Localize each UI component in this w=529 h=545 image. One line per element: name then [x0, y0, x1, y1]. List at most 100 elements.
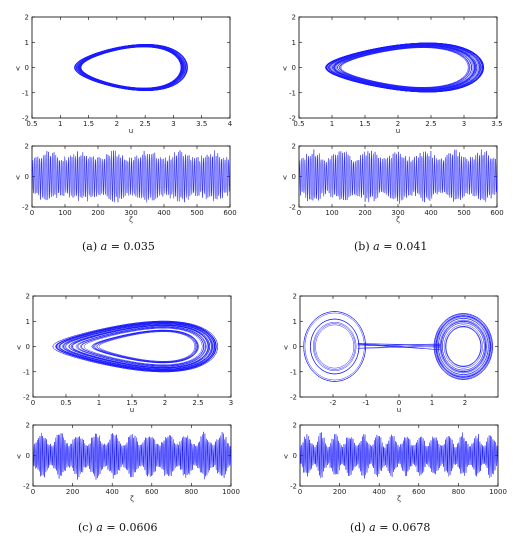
y-tick-label-1-phase: 0: [292, 64, 296, 72]
x-axis-label-0-series: ζ: [129, 216, 133, 224]
x-tick-label-2-phase: 1.5: [126, 399, 137, 407]
y-tick-label-1-series: -2: [289, 204, 296, 212]
x-tick-label-2-series: 800: [185, 488, 198, 496]
y-axis-label-3-phase: v: [284, 344, 288, 352]
caption-a: (a) a = 0.035: [82, 240, 155, 253]
x-tick-label-3-series: 800: [452, 488, 465, 496]
x-tick-label-0-series: 300: [124, 209, 137, 217]
y-tick-label-3-series: 0: [293, 452, 297, 460]
y-tick-label-2-phase: 1: [26, 318, 30, 326]
x-tick-label-0-phase: 2.5: [140, 120, 151, 128]
x-tick-label-1-phase: 3: [462, 120, 466, 128]
x-tick-label-1-series: 600: [490, 209, 503, 217]
phase-trajectory-b: [325, 42, 485, 93]
x-axis-label-0-phase: u: [129, 127, 133, 135]
x-axis-label-2-series: ζ: [130, 495, 134, 503]
x-axis-label-3-series: ζ: [397, 495, 401, 503]
x-tick-label-0-phase: 3.5: [196, 120, 207, 128]
y-tick-label-1-phase: -1: [289, 89, 296, 97]
x-axis-label-1-phase: u: [396, 127, 400, 135]
x-tick-label-2-series: 400: [106, 488, 119, 496]
x-tick-label-3-series: 400: [373, 488, 386, 496]
x-tick-label-1-series: 500: [457, 209, 470, 217]
y-axis-label-0-phase: v: [16, 65, 20, 73]
time-series-trace-c: [33, 431, 231, 480]
x-tick-label-1-phase: 2: [396, 120, 400, 128]
x-tick-label-2-phase: 2.5: [192, 399, 203, 407]
phase-portrait-a: 0.5 1 1.5 2 2.5 3 3.5 4 2 1 0 -1 -2 u v: [16, 14, 233, 136]
y-axis-label-0-series: v: [16, 174, 20, 182]
y-tick-label-0-series: -2: [22, 204, 29, 212]
x-tick-label-3-phase: -2: [330, 399, 337, 407]
x-axis-label-2-phase: u: [130, 406, 134, 414]
phase-portrait-d: -2 -1 0 1 2 2 1 0 -1 -2 u v: [284, 293, 499, 414]
x-axis-label-1-series: ζ: [396, 216, 400, 224]
time-series-trace-d: [300, 432, 498, 479]
phase-portrait-b: 0.5 1 1.5 2 2.5 3 3.5 2 1 0 -1 -2 u v: [283, 14, 503, 136]
y-tick-label-0-phase: -1: [22, 89, 29, 97]
x-tick-label-0-phase: 1: [58, 120, 62, 128]
x-tick-label-3-series: 0: [298, 488, 302, 496]
x-tick-label-1-series: 200: [358, 209, 371, 217]
y-axis-label-3-series: v: [284, 453, 288, 461]
phase-trajectory-d: [303, 311, 494, 382]
y-tick-label-3-series: -2: [290, 483, 297, 491]
x-tick-label-1-series: 400: [424, 209, 437, 217]
time-series-trace-b: [299, 149, 497, 204]
x-tick-label-0-phase: 3: [171, 120, 175, 128]
y-axis-label-1-series: v: [283, 174, 287, 182]
x-tick-label-3-series: 1000: [489, 488, 507, 496]
y-tick-label-1-phase: 1: [292, 39, 296, 47]
x-tick-label-3-phase: 1: [430, 399, 434, 407]
y-tick-label-3-phase: -1: [290, 368, 297, 376]
y-tick-label-3-phase: 1: [293, 318, 297, 326]
x-tick-label-0-phase: 1.5: [83, 120, 94, 128]
y-tick-label-2-phase: -2: [23, 394, 30, 402]
x-tick-label-1-phase: 1: [330, 120, 334, 128]
x-tick-label-2-phase: 2: [163, 399, 167, 407]
x-tick-label-0-series: 200: [91, 209, 104, 217]
y-axis-label-2-phase: v: [17, 344, 21, 352]
y-tick-label-2-phase: 2: [26, 293, 30, 301]
y-tick-label-3-phase: 2: [293, 293, 297, 301]
x-tick-label-0-phase: 0.5: [26, 120, 37, 128]
phase-trajectory-a: [74, 44, 188, 91]
y-tick-label-2-series: 0: [26, 452, 30, 460]
y-tick-label-3-phase: -2: [290, 394, 297, 402]
x-tick-label-1-series: 100: [325, 209, 338, 217]
x-tick-label-0-series: 500: [190, 209, 203, 217]
x-tick-label-1-phase: 2.5: [425, 120, 436, 128]
x-tick-label-2-series: 200: [66, 488, 79, 496]
x-tick-label-0-series: 100: [58, 209, 71, 217]
y-tick-label-1-phase: -2: [289, 115, 296, 123]
y-axis-label-1-phase: v: [283, 65, 287, 73]
plot-frame-2-phase: [32, 295, 232, 398]
x-tick-label-1-series: 0: [297, 209, 301, 217]
y-tick-label-0-phase: 1: [25, 39, 29, 47]
x-tick-label-1-phase: 1.5: [359, 120, 370, 128]
y-tick-label-0-phase: 2: [25, 14, 29, 22]
x-tick-label-1-phase: 0.5: [293, 120, 304, 128]
x-tick-label-1-phase: 3.5: [491, 120, 502, 128]
y-tick-label-1-phase: 2: [292, 14, 296, 22]
y-tick-label-2-phase: 0: [26, 343, 30, 351]
x-tick-label-2-phase: 1: [97, 399, 101, 407]
x-tick-label-1-series: 300: [391, 209, 404, 217]
x-tick-label-2-phase: 0.5: [60, 399, 71, 407]
y-axis-label-2-series: v: [17, 453, 21, 461]
time-series-trace-a: [32, 150, 230, 203]
x-tick-label-0-series: 0: [30, 209, 34, 217]
phase-trajectory-c: [52, 320, 219, 373]
x-tick-label-2-series: 0: [31, 488, 35, 496]
x-tick-label-0-series: 400: [157, 209, 170, 217]
plot-frame-0-phase: [31, 16, 231, 119]
caption-b: (b) a = 0.041: [354, 240, 428, 253]
y-tick-label-3-phase: 0: [293, 343, 297, 351]
y-tick-label-0-phase: -2: [22, 115, 29, 123]
x-tick-label-0-phase: 2: [115, 120, 119, 128]
y-tick-label-2-series: 2: [26, 422, 30, 430]
